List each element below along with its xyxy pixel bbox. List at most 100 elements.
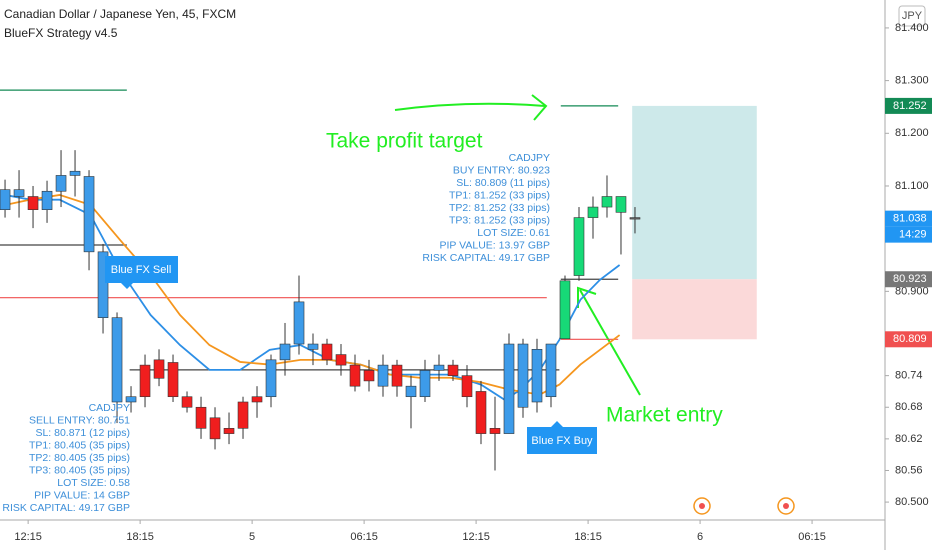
x-tick-label: 6 [697,531,703,543]
buy-info-line: CADJPY [509,152,550,164]
candle-body [447,364,459,376]
candle-body [587,206,599,218]
candle-body [139,364,151,398]
candle-body [475,391,487,434]
buy-info-line: TP1: 81.252 (33 pips) [449,189,550,201]
candle-body [27,196,39,210]
symbol-title: Canadian Dollar / Japanese Yen, 45, FXCM [4,7,236,21]
candle-body [461,375,473,398]
signal-label: Blue FX Buy [531,435,593,447]
candle-body [111,317,123,403]
candle-body [531,349,543,403]
candle-body [251,396,263,403]
countdown-tag [885,226,932,243]
y-tick-label: 81.100 [895,180,929,192]
candle-body [41,190,53,210]
signal-label-box [105,256,178,289]
candle-body [265,359,277,398]
candle-body [223,428,235,434]
candle-body [279,343,291,361]
candle-body [349,364,361,387]
candle-body [335,354,347,366]
candle-body [489,428,501,434]
y-tick-label: 80.500 [895,496,929,508]
candle-body [321,343,333,361]
buy-info-line: TP3: 81.252 (33 pips) [449,214,550,226]
candle-body [363,370,375,382]
zone [632,279,757,340]
candle-body [237,401,249,429]
candle-body [377,364,389,387]
price-tag-label: 80.809 [893,333,927,345]
price-tag-label: 80.923 [893,273,927,285]
buy-info-line: LOT SIZE: 0.61 [477,227,550,239]
x-tick-label: 18:15 [126,531,154,543]
sell-info-line: CADJPY [89,402,130,414]
candle-body [13,189,25,197]
y-tick-label: 81.400 [895,22,929,34]
candle-body [153,359,165,379]
signal-label: Blue FX Sell [111,264,172,276]
candle-body [573,217,585,276]
x-tick-label: 18:15 [574,531,602,543]
signal-label-box [527,421,597,454]
x-tick-label: 06:15 [350,531,378,543]
candle-body [167,362,179,398]
candle-body [125,396,137,403]
candle-body [405,385,417,398]
candle-body [419,370,431,398]
candle-body [181,396,193,408]
candle-body [545,343,557,398]
indicator-title: BlueFX Strategy v4.5 [4,26,118,40]
sell-info-line: TP1: 80.405 (35 pips) [29,439,130,451]
zone [632,105,757,280]
candle-body [195,406,207,429]
candle-body [307,343,319,350]
currency-button[interactable] [898,5,926,27]
price-tag [885,271,932,288]
candle-body [55,175,67,192]
y-tick-label: 80.900 [895,285,929,297]
candle-body [209,417,221,440]
buy-info-line: RISK CAPITAL: 49.17 GBP [422,252,550,264]
sell-info-line: SELL ENTRY: 80.751 [29,414,130,426]
y-tick-label: 80.62 [895,433,923,445]
x-tick-label: 06:15 [798,531,826,543]
y-tick-label: 81.200 [895,127,929,139]
x-tick-label: 5 [249,531,255,543]
sell-info-line: RISK CAPITAL: 49.17 GBP [2,502,130,514]
candle-body [615,196,627,213]
candle-body [503,343,515,434]
candle-body [293,301,305,345]
candle-body [0,189,11,210]
price-tag [885,210,932,227]
y-tick-label: 81.300 [895,75,929,87]
x-tick-label: 12:15 [14,531,42,543]
arrow [394,94,548,121]
buy-info-line: TP2: 81.252 (33 pips) [449,202,550,214]
sell-info-line: PIP VALUE: 14 GBP [34,489,130,501]
sell-info-line: TP3: 80.405 (35 pips) [29,464,130,476]
price-tag [885,331,932,348]
price-tag-label: 81.038 [893,213,927,225]
candle-body [559,280,571,340]
candle-body [83,176,95,253]
candle-body [391,364,403,387]
y-tick-label: 80.56 [895,464,923,476]
event-icon-dot [783,503,789,509]
x-tick-label: 12:15 [462,531,490,543]
annotation: Market entry [606,404,723,427]
price-tag-label: 81.252 [893,100,927,112]
buy-info-line: BUY ENTRY: 80.923 [453,164,550,176]
sell-info-line: LOT SIZE: 0.58 [57,477,130,489]
candle-body [433,364,445,371]
y-tick-label: 80.74 [895,370,923,382]
candle-body [517,343,529,408]
buy-info-line: SL: 80.809 (11 pips) [456,177,550,189]
countdown-label: 14:29 [899,229,927,241]
candle-body [97,251,109,318]
zones [632,105,757,340]
candle-body [601,196,613,208]
buy-info-line: PIP VALUE: 13.97 GBP [439,239,550,251]
